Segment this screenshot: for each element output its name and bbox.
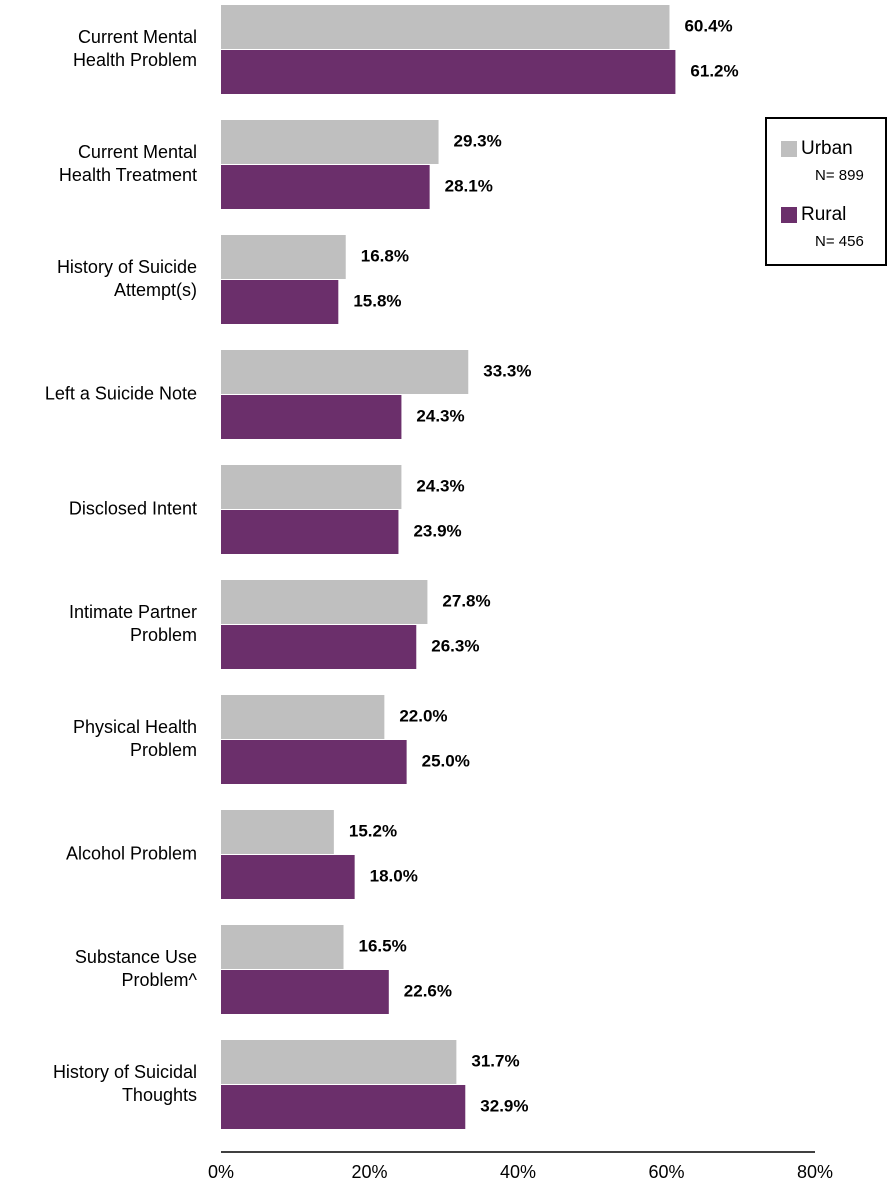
value-label: 15.2%: [349, 821, 397, 840]
legend-swatch: [781, 141, 797, 157]
value-label: 18.0%: [370, 866, 418, 885]
bar: [221, 350, 469, 394]
value-label: 29.3%: [454, 131, 502, 150]
value-label: 24.3%: [416, 406, 464, 425]
value-label: 61.2%: [690, 61, 738, 80]
bar: [221, 580, 428, 624]
value-label: 60.4%: [684, 16, 732, 35]
value-label: 16.8%: [361, 246, 409, 265]
category-label: History of Suicidal Thoughts: [53, 1062, 197, 1105]
value-label: 22.6%: [404, 981, 452, 1000]
bar: [221, 165, 430, 209]
x-tick-label: 0%: [208, 1162, 234, 1182]
bar: [221, 740, 407, 784]
category-label: Current Mental Health Problem: [73, 27, 197, 70]
value-label: 26.3%: [431, 636, 479, 655]
category-label: Disclosed Intent: [69, 498, 197, 518]
value-label: 32.9%: [480, 1096, 528, 1115]
bar: [221, 395, 402, 439]
x-tick-label: 80%: [797, 1162, 833, 1182]
value-label: 33.3%: [483, 361, 531, 380]
value-label: 25.0%: [422, 751, 470, 770]
category-label: Substance Use Problem^: [75, 947, 198, 990]
bar: [221, 235, 346, 279]
value-label: 31.7%: [471, 1051, 519, 1070]
x-tick-label: 40%: [500, 1162, 536, 1182]
legend-label: Urban: [801, 138, 853, 159]
bar: [221, 1085, 466, 1129]
category-label: Alcohol Problem: [66, 843, 197, 863]
bar: [221, 925, 344, 969]
value-label: 15.8%: [353, 291, 401, 310]
bar: [221, 120, 439, 164]
category-label: Intimate Partner Problem: [69, 602, 197, 645]
category-label: History of Suicide Attempt(s): [57, 257, 197, 300]
bar: [221, 50, 676, 94]
bar: [221, 465, 402, 509]
bar: [221, 855, 355, 899]
legend-note: N= 899: [815, 167, 864, 184]
bar: [221, 625, 417, 669]
category-label: Current Mental Health Treatment: [59, 142, 197, 185]
legend-label: Rural: [801, 204, 846, 225]
bar: [221, 970, 389, 1014]
category-label: Physical Health Problem: [73, 717, 197, 760]
value-label: 27.8%: [442, 591, 490, 610]
value-label: 28.1%: [445, 176, 493, 195]
legend-swatch: [781, 207, 797, 223]
value-label: 22.0%: [399, 706, 447, 725]
value-label: 24.3%: [416, 476, 464, 495]
legend-note: N= 456: [815, 233, 864, 250]
x-tick-label: 20%: [351, 1162, 387, 1182]
x-tick-label: 60%: [648, 1162, 684, 1182]
value-label: 23.9%: [413, 521, 461, 540]
bar: [221, 1040, 457, 1084]
bar: [221, 810, 334, 854]
value-label: 16.5%: [359, 936, 407, 955]
bar: [221, 280, 339, 324]
category-label: Left a Suicide Note: [45, 383, 197, 403]
bar: [221, 5, 670, 49]
bar: [221, 510, 399, 554]
bar: [221, 695, 385, 739]
